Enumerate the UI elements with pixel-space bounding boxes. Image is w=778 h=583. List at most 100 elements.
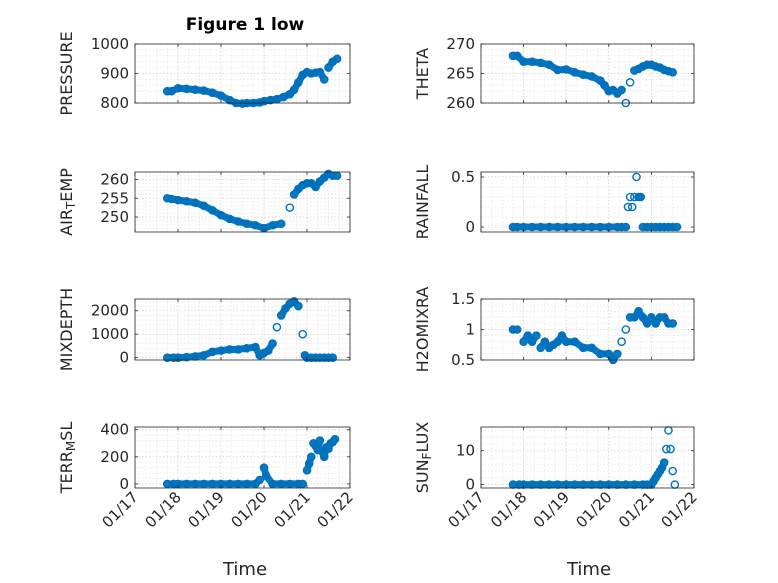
- y-axis-label: PRESSURE: [57, 31, 76, 115]
- y-ticks: 0 10: [456, 442, 694, 494]
- y-axis-label: SUNFLUX: [413, 422, 434, 494]
- y-ticks: 00.5: [451, 168, 694, 236]
- y-axis-label-part: F: [420, 452, 434, 459]
- y-tick-label: 1000: [91, 325, 129, 343]
- x-tick-label: 01/20: [572, 488, 615, 531]
- subplot-rainfall: 00.5 RAINFALL: [413, 165, 695, 240]
- y-tick-label: 0: [465, 218, 475, 236]
- y-axis-label-part: TERR: [57, 451, 76, 494]
- x-tick-labels: 01/17 01/18 01/19 01/20 01/21 01/22: [99, 488, 357, 531]
- data-point: [662, 444, 671, 454]
- y-tick-label: 0: [119, 349, 129, 367]
- y-tick-label: 900: [100, 65, 129, 83]
- x-tick-label: 01/21: [271, 488, 314, 531]
- data-point: [617, 85, 626, 95]
- y-tick-label: 265: [446, 65, 475, 83]
- axes-box: [480, 171, 695, 233]
- x-ticks: [134, 299, 351, 360]
- x-ticks: [134, 44, 351, 103]
- y-tick-label: 0.5: [451, 351, 475, 369]
- x-tick-label: 01/22: [658, 488, 701, 531]
- x-ticks: [480, 172, 695, 232]
- y-tick-label: 200: [100, 448, 129, 466]
- y-tick-label: 260: [446, 94, 475, 112]
- y-tick-label: 10: [456, 442, 475, 460]
- y-tick-label: 400: [100, 421, 129, 439]
- data-point: [294, 301, 303, 311]
- data-points: [508, 172, 682, 232]
- data-point: [668, 68, 678, 77]
- data-point: [255, 475, 265, 485]
- axes-box: [134, 171, 351, 233]
- data-points: [508, 306, 678, 365]
- data-point-band: [269, 220, 285, 229]
- subplot-h2omixra: 0.5 1 1.5 H2OMIXRA: [413, 287, 695, 373]
- data-point: [332, 54, 342, 64]
- y-tick-label: 270: [446, 35, 475, 53]
- x-tick-label: 01/21: [615, 488, 658, 531]
- data-point-band: [613, 86, 626, 98]
- y-axis-label: H2OMIXRA: [413, 287, 432, 373]
- x-tick-label: 01/17: [445, 488, 488, 531]
- y-axis-label-part: H2OMIXRA: [413, 287, 432, 373]
- x-ticks: [134, 427, 351, 488]
- data-point: [319, 75, 329, 84]
- y-ticks: 260 265 270: [446, 35, 694, 112]
- y-axis-label: RAINFALL: [413, 165, 432, 240]
- axes-box: [480, 426, 695, 489]
- y-axis-label-part: SL: [57, 422, 76, 441]
- data-point: [328, 353, 338, 362]
- x-tick-labels: 01/17 01/18 01/19 01/20 01/21 01/22: [445, 488, 701, 531]
- y-axis-label-part: RAINFALL: [413, 165, 432, 240]
- x-axis-label-left: Time: [222, 559, 267, 580]
- data-point: [636, 192, 646, 202]
- y-axis-label-part: M: [64, 441, 78, 451]
- data-point: [298, 479, 308, 489]
- x-tick-label: 01/18: [487, 488, 530, 531]
- subplot-theta: 260 265 270 THETA: [413, 35, 695, 112]
- x-tick-label: 01/17: [99, 488, 142, 531]
- data-point-band: [329, 435, 339, 446]
- y-tick-label: 250: [100, 208, 129, 226]
- data-point: [298, 329, 308, 339]
- y-axis-label-part: LUX: [413, 422, 432, 453]
- y-axis-label: THETA: [413, 48, 432, 100]
- data-point: [512, 325, 522, 334]
- y-axis-label-part: THETA: [413, 48, 432, 100]
- axes-box: [134, 426, 351, 489]
- data-point: [668, 319, 678, 328]
- data-points: [508, 426, 680, 489]
- data-point: [330, 434, 340, 444]
- subplot-terr-msl: 0 200 400 01/17 01/18 01/19 01/20 01/21 01/22 TER…: [57, 421, 357, 532]
- grid: [134, 299, 351, 360]
- data-point: [613, 349, 622, 359]
- data-point: [659, 458, 669, 467]
- x-tick-label: 01/19: [530, 488, 573, 531]
- y-tick-label: 260: [100, 171, 129, 189]
- x-tick-label: 01/22: [314, 488, 357, 531]
- data-point: [621, 222, 631, 232]
- y-tick-label: 0: [119, 475, 129, 493]
- y-tick-label: 1000: [91, 35, 129, 53]
- x-tick-label: 01/19: [185, 488, 228, 531]
- y-ticks: 0 1000 2000: [91, 302, 350, 367]
- data-points: [162, 434, 340, 489]
- y-axis-label-part: EMP: [57, 168, 76, 202]
- y-tick-label: 1.5: [451, 290, 475, 308]
- x-tick-label: 01/18: [142, 488, 185, 531]
- data-point-band: [251, 476, 264, 488]
- subplot-mixdepth: 0 1000 2000 MIXDEPTH: [57, 288, 351, 371]
- data-point: [617, 337, 626, 347]
- data-points: [508, 51, 678, 108]
- x-ticks: [480, 427, 695, 488]
- data-point-band: [314, 437, 324, 454]
- subplot-pressure: 800 900 1000 PRESSURE: [57, 31, 351, 116]
- y-axis-label-part: T: [64, 201, 78, 210]
- y-axis-label-part: SUN: [413, 459, 432, 493]
- y-ticks: 0.5 1 1.5: [451, 290, 694, 369]
- data-points: [162, 297, 338, 362]
- data-point-band: [658, 459, 668, 472]
- subplot-sun-flux: 0 10 01/17 01/18 01/19 01/20 01/21 01/22 SUNFLUX: [413, 422, 701, 532]
